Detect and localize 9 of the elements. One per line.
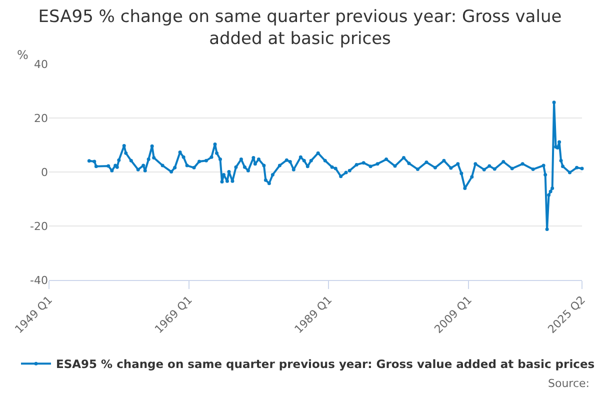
chart-title: ESA95 % change on same quarter previous year: Gross value added at basic prices: [38, 7, 562, 50]
y-tick-label: -40: [30, 274, 48, 287]
source-note: Source:: [548, 377, 590, 390]
y-tick-label: 0: [41, 166, 48, 179]
y-tick-label: 20: [34, 112, 48, 125]
y-tick-label: -20: [30, 220, 48, 233]
y-axis-title: %: [17, 48, 28, 62]
y-tick-label: 40: [34, 58, 48, 71]
legend-label: ESA95 % change on same quarter previous year: Gross value added at basic prices: [56, 357, 595, 372]
